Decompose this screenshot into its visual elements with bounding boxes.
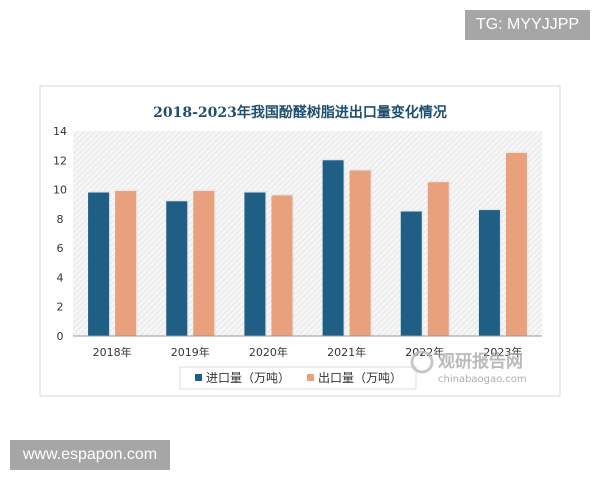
y-tick-label: 8 [57,213,64,226]
y-tick-label: 0 [57,330,64,343]
x-tick-label: 2021年 [327,345,366,359]
legend-label-import: 进口量（万吨） [206,371,290,385]
legend [179,366,417,390]
x-tick-label: 2018年 [93,345,132,359]
bar-export-2022年 [427,182,449,336]
legend-swatch-import [195,374,202,381]
watermark-bottom-left: www.espapon.com [10,440,170,470]
legend-label-export: 出口量（万吨） [318,371,402,385]
x-tick-label: 2019年 [171,345,210,359]
y-tick-label: 4 [57,271,64,284]
plot-area [73,131,542,336]
bar-import-2018年 [88,192,110,336]
bar-export-2023年 [505,152,527,336]
y-tick-label: 2 [57,301,64,314]
bar-import-2021年 [322,160,344,336]
y-tick-label: 14 [53,125,67,138]
bar-export-2019年 [193,191,215,336]
y-tick-label: 6 [57,242,64,255]
logo-icon [410,350,434,374]
chart-title: 2018-2023年我国酚醛树脂进出口量变化情况 [153,104,447,121]
bar-import-2020年 [244,192,266,336]
bar-import-2019年 [166,201,188,336]
y-tick-label: 12 [53,154,67,167]
logo-name: 观研报告网 [437,351,523,372]
watermark-top-right: TG: MYYJJPP [465,10,590,40]
logo-url: chinabaogao.com [438,374,527,385]
bar-import-2022年 [400,211,422,336]
legend-swatch-export [307,374,314,381]
bar-import-2023年 [478,210,500,336]
bar-export-2021年 [349,170,371,336]
x-tick-label: 2023年 [483,345,522,359]
y-tick-label: 10 [53,184,67,197]
bar-export-2018年 [115,191,137,336]
logo: 观研报告网 chinabaogao.com [410,350,527,385]
bar-export-2020年 [271,195,293,336]
x-tick-label: 2020年 [249,345,288,359]
